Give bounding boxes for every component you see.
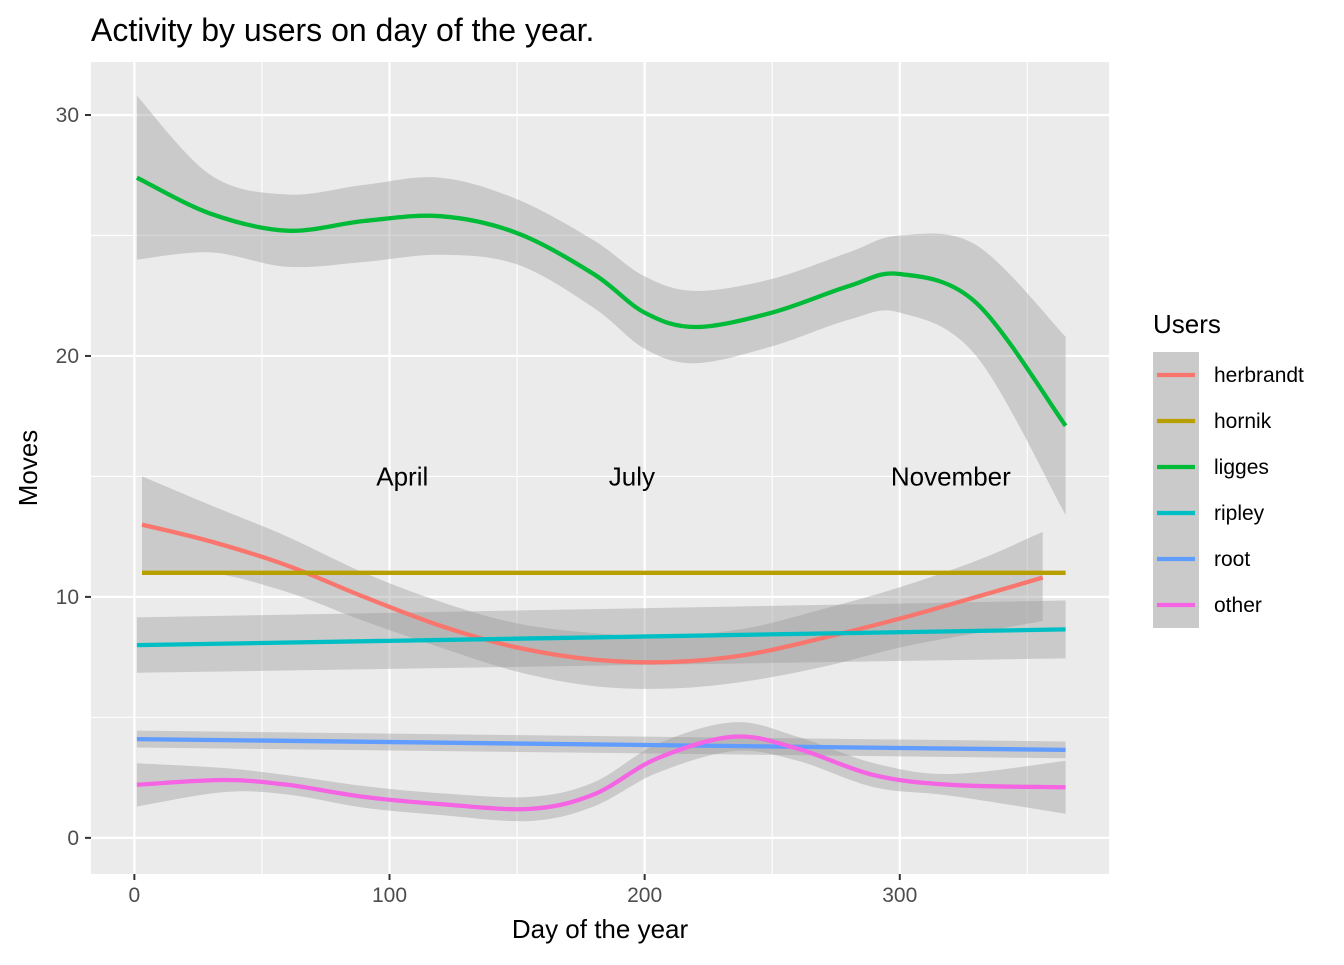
legend-item-other: other (1153, 582, 1262, 628)
y-tick-label: 10 (56, 586, 79, 609)
y-tick-label: 20 (56, 345, 79, 368)
x-tick-label: 0 (129, 884, 141, 907)
legend: Users herbrandt hornik ligges ripley root oth… (1153, 309, 1304, 628)
legend-title: Users (1153, 309, 1221, 339)
line-ripley (136, 627, 1066, 648)
legend-items: herbrandt hornik ligges ripley root other (1153, 352, 1304, 628)
grid-major-lines (91, 62, 1109, 874)
legend-label: root (1214, 548, 1250, 571)
grid-minor-lines (91, 62, 1109, 874)
legend-label: other (1214, 594, 1262, 617)
x-axis: 0 100 200 300 (129, 874, 917, 907)
y-tick-label: 0 (67, 827, 79, 850)
legend-item-ligges: ligges (1153, 444, 1269, 490)
chart-title: Activity by users on day of the year. (91, 12, 594, 48)
x-tick-label: 100 (372, 884, 407, 907)
x-tick-label: 300 (882, 884, 917, 907)
month-annotations: April July November (376, 461, 1011, 491)
legend-label: herbrandt (1214, 364, 1304, 387)
x-tick-label: 200 (627, 884, 662, 907)
y-axis-label: Moves (13, 430, 43, 507)
annotation-november: November (891, 461, 1011, 491)
legend-label: ripley (1214, 502, 1265, 525)
legend-label: ligges (1214, 456, 1269, 479)
legend-item-herbrandt: herbrandt (1153, 352, 1304, 398)
annotation-april: April (376, 461, 428, 491)
ribbon-herbrandt (142, 476, 1043, 689)
annotation-july: July (609, 461, 655, 491)
line-ligges (135, 175, 1068, 428)
line-other (136, 734, 1066, 812)
line-root (136, 736, 1066, 753)
line-herbrandt (141, 522, 1044, 665)
legend-item-ripley: ripley (1153, 490, 1265, 536)
ribbon-ligges (136, 95, 1066, 515)
x-axis-label: Day of the year (512, 914, 689, 944)
legend-item-hornik: hornik (1153, 398, 1272, 444)
y-tick-label: 30 (56, 104, 79, 127)
legend-item-root: root (1153, 536, 1250, 582)
series-lines (135, 175, 1068, 812)
legend-label: hornik (1214, 410, 1272, 433)
y-axis: 0 10 20 30 (56, 104, 91, 850)
